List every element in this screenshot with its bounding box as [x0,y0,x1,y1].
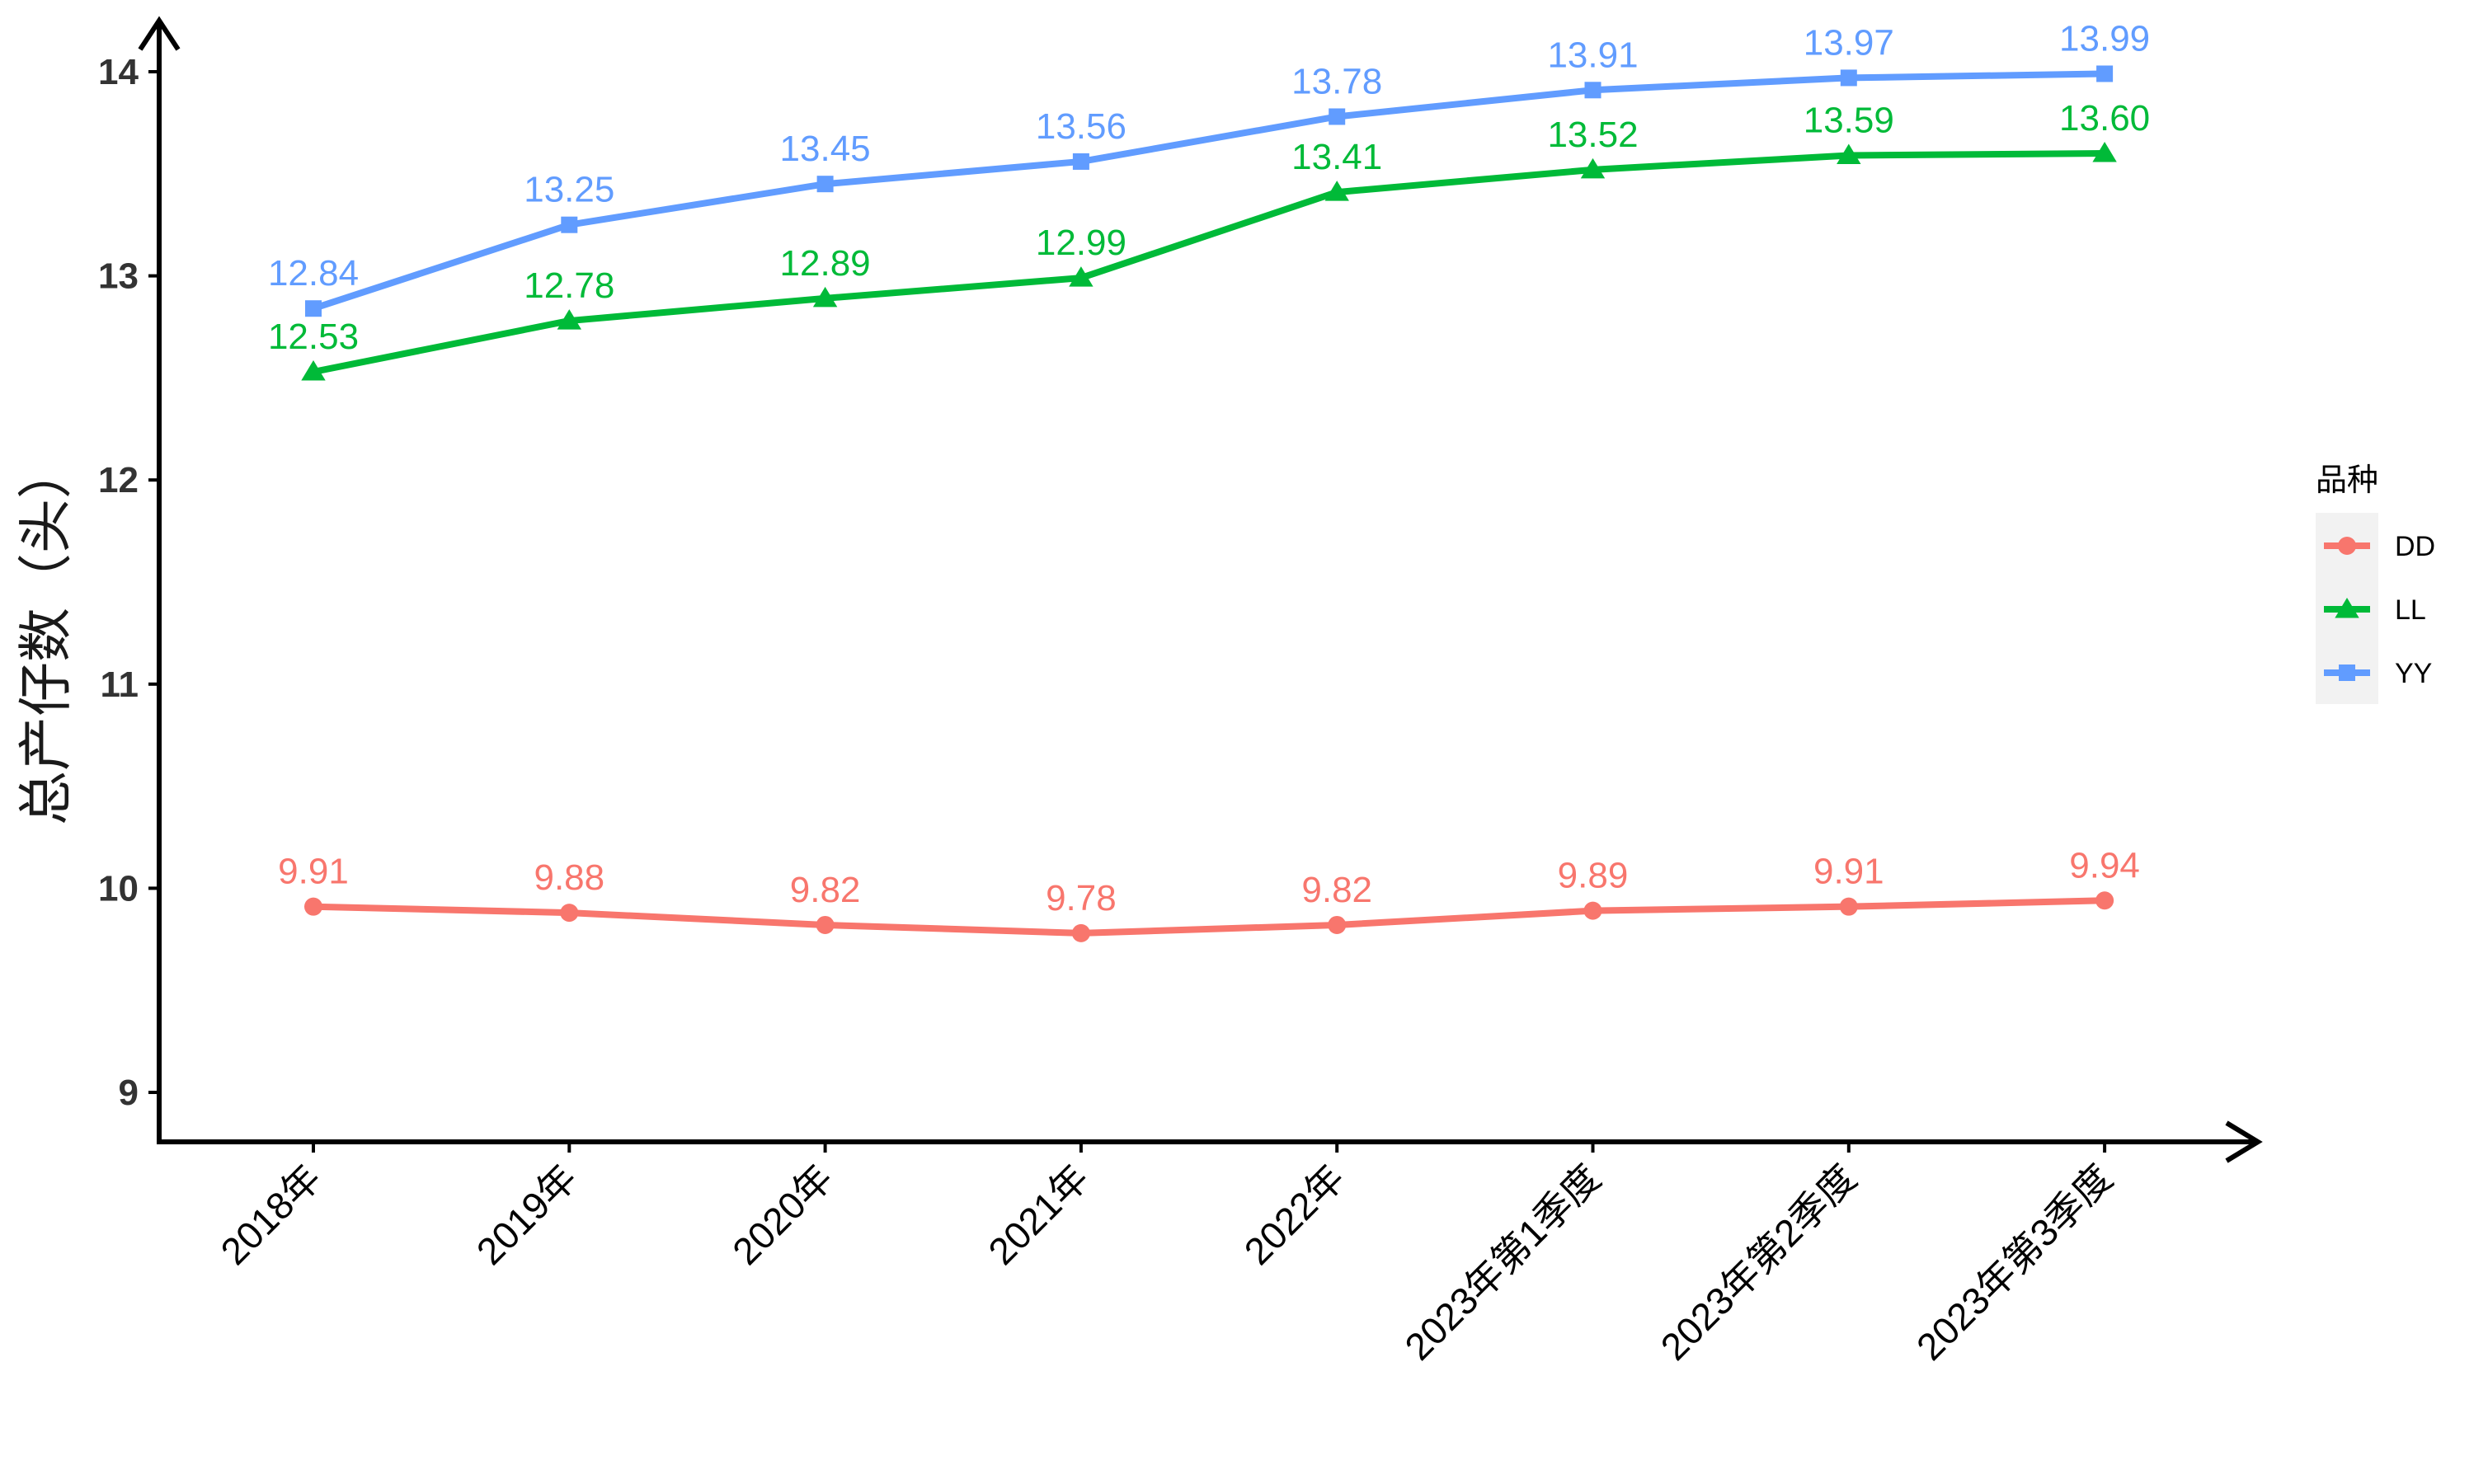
y-tick-label: 10 [98,868,139,909]
data-label-dd: 9.82 [790,870,861,910]
data-point-dd [304,897,322,916]
data-point-ll [301,359,326,381]
data-label-dd: 9.91 [278,852,349,892]
legend-label-ll: LL [2395,594,2426,626]
data-point-dd [560,904,579,923]
x-ticks: 2018年 2019年 2020年 2021年 2022年 2023年第1季度 2023年第… [212,1142,2120,1369]
legend-marker-dd [2338,537,2356,555]
data-point-yy [1584,82,1602,99]
y-ticks: 9 10 11 12 13 14 [98,52,159,1113]
y-tick-label: 11 [100,665,139,705]
data-label-ll: 13.52 [1547,115,1638,155]
legend-marker-yy [2339,665,2355,681]
x-tick-label: 2019年 [468,1156,586,1273]
data-label-yy: 13.45 [780,129,871,169]
y-tick-label: 9 [119,1073,139,1113]
x-tick-label: 2022年 [1236,1156,1353,1273]
x-tick-label: 2021年 [980,1156,1097,1273]
legend: 品种 DD LL YY [2316,462,2435,704]
data-label-dd: 9.88 [534,857,604,898]
data-label-ll: 12.78 [524,265,614,306]
data-label-ll: 13.59 [1804,101,1894,141]
data-point-dd [1071,923,1090,942]
x-tick-label: 2020年 [724,1156,841,1273]
y-axis-arrow [138,16,181,51]
axes [138,16,2263,1163]
data-label-ll: 12.53 [268,317,359,357]
data-point-dd [2095,891,2114,910]
series-line-ll [310,150,2109,375]
data-point-ll [1837,143,1861,165]
data-label-yy: 13.97 [1804,22,1894,63]
data-point-dd [816,915,835,934]
data-label-dd: 9.91 [1813,852,1884,892]
series-line-yy [310,70,2109,312]
data-point-dd [1839,897,1858,916]
data-label-yy: 13.25 [524,170,614,210]
x-tick-label: 2018年 [212,1156,329,1273]
data-label-yy: 13.91 [1547,35,1638,75]
data-point-yy [816,176,834,193]
series-line-dd [310,897,2109,937]
data-label-dd: 9.94 [2069,845,2140,885]
data-label-ll: 13.41 [1291,137,1382,177]
data-point-ll [1580,157,1606,179]
data-point-dd [1328,915,1347,934]
y-tick-label: 13 [98,256,139,297]
data-point-yy [561,216,578,233]
x-tick-label: 2023年第2季度 [1653,1156,1865,1368]
data-point-ll [812,286,838,308]
x-tick-label: 2023年第1季度 [1396,1156,1608,1368]
data-point-ll [1069,266,1094,287]
legend-label-yy: YY [2395,658,2432,689]
data-point-yy [305,300,322,317]
data-labels: 9.91 9.88 9.82 9.78 9.82 9.89 9.91 9.94 12.53 12.… [268,18,2150,918]
x-axis-arrow [2225,1120,2263,1163]
y-tick-label: 14 [98,52,139,92]
data-label-yy: 13.99 [2059,18,2150,59]
data-point-yy [1329,108,1346,125]
legend-label-dd: DD [2395,531,2435,562]
data-point-yy [1840,69,1857,87]
y-tick-label: 12 [98,460,139,500]
data-label-yy: 12.84 [268,253,359,294]
data-label-yy: 13.56 [1036,106,1126,147]
data-point-yy [2096,65,2114,82]
data-label-dd: 9.78 [1046,878,1117,918]
legend-title: 品种 [2316,462,2378,498]
data-point-ll [557,309,581,330]
data-point-ll [1324,181,1349,201]
data-label-ll: 12.89 [780,243,871,284]
x-tick-label: 2023年第3季度 [1908,1156,2120,1368]
legend-marker-ll [2335,598,2359,618]
data-label-ll: 13.60 [2059,98,2150,139]
y-axis-label: 总产仔数（头） [14,444,78,825]
data-point-dd [1583,901,1602,920]
data-label-dd: 9.82 [1301,870,1372,910]
data-label-ll: 12.99 [1036,223,1126,263]
series-group [301,65,2117,942]
data-point-ll [2092,142,2117,162]
data-point-yy [1072,153,1089,170]
data-label-yy: 13.78 [1291,61,1382,101]
data-label-dd: 9.89 [1558,856,1629,896]
